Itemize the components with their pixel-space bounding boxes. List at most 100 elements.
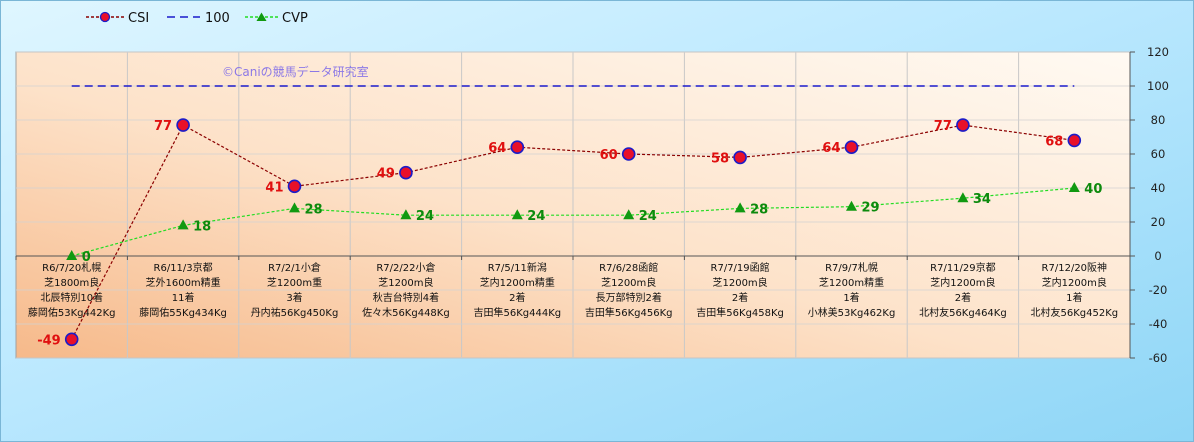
x-category-label: 芝1200m良 xyxy=(712,276,767,289)
csi-data-label: -49 xyxy=(37,333,61,348)
legend-cvp-label: CVP xyxy=(282,11,308,26)
cvp-data-label: 34 xyxy=(973,192,991,207)
csi-point xyxy=(64,332,79,347)
csi-data-label: 58 xyxy=(711,151,729,166)
cvp-point xyxy=(846,200,857,211)
watermark: ©Caniの競馬データ研究室 xyxy=(222,64,369,79)
cvp-data-label: 40 xyxy=(1084,182,1102,197)
y-tick-label: -20 xyxy=(1149,283,1168,297)
csi-point xyxy=(733,150,747,165)
cvp-data-label: 29 xyxy=(862,201,880,216)
cvp-point xyxy=(66,250,78,260)
x-category-label: R7/2/1小倉 xyxy=(268,261,321,274)
x-category-label: 芝外1600m精重 xyxy=(145,276,220,289)
csi-data-label: 60 xyxy=(600,148,618,163)
csi-point xyxy=(956,118,970,132)
y-axis: -60 -40 -20 0 20 40 60 80 100 120 xyxy=(1129,45,1169,365)
y-tick-label: 120 xyxy=(1147,45,1169,59)
x-category-label: R7/7/19函館 xyxy=(711,261,770,274)
cvp-point xyxy=(400,209,412,220)
x-category-label: 芝1200m良 xyxy=(601,276,656,289)
csi-data-label: 77 xyxy=(934,119,952,134)
csi-data-label: 68 xyxy=(1045,134,1063,149)
legend-csi-marker xyxy=(99,11,111,23)
x-category-label: 北村友56Kg464Kg xyxy=(919,306,1007,319)
x-category-label: 秋吉台特別4着 xyxy=(373,291,439,304)
csi-data-label: 77 xyxy=(154,119,172,134)
csi-point xyxy=(399,165,413,180)
x-category-label: 芝1800m良 xyxy=(44,276,99,289)
x-category-label: 1着 xyxy=(1066,291,1082,304)
x-category-label: 芝内1200m良 xyxy=(1042,276,1107,289)
x-category-label: R6/7/20札幌 xyxy=(42,261,101,274)
csi-data-label: 49 xyxy=(377,167,395,182)
x-category-label: 吉田隼56Kg456Kg xyxy=(585,306,673,319)
x-category-label: 小林美53Kg462Kg xyxy=(808,306,896,319)
x-category-label: 3着 xyxy=(286,291,302,304)
series-csi-line xyxy=(71,124,1075,340)
x-category-label: 芝1200m重 xyxy=(267,276,322,289)
x-category-label: 芝内1200m良 xyxy=(930,276,995,289)
cvp-point xyxy=(177,219,189,230)
cvp-data-label: 28 xyxy=(750,202,768,217)
cvp-point xyxy=(623,209,635,220)
csi-point xyxy=(510,140,525,154)
x-category-label: 藤岡佑55Kg434Kg xyxy=(139,306,227,319)
cvp-data-label: 24 xyxy=(416,209,434,224)
x-category-label: 丹内祐56Kg450Kg xyxy=(251,306,339,319)
series: 0 18 28 24 24 24 28 29 34 40 -49 77 41 49 64 60 58 64 77 68 xyxy=(37,85,1102,348)
csi-data-label: 64 xyxy=(488,141,506,156)
y-tick-label: 80 xyxy=(1151,113,1166,127)
x-category-label: 北村友56Kg452Kg xyxy=(1030,306,1118,319)
x-category-label: 長万部特別2着 xyxy=(596,291,662,304)
cvp-data-label: 28 xyxy=(305,202,323,217)
y-tick-label: 40 xyxy=(1151,181,1166,195)
x-category-label: 2着 xyxy=(955,291,971,304)
x-category-label: 11着 xyxy=(172,291,195,304)
legend-csi-label: CSI xyxy=(128,11,149,26)
series-cvp-line xyxy=(71,187,1075,257)
x-category-label: 北辰特別10着 xyxy=(40,291,103,304)
x-category-label: R7/9/7札幌 xyxy=(825,261,878,274)
y-tick-label: -40 xyxy=(1149,317,1168,331)
cvp-point xyxy=(734,202,746,213)
x-category-label: R7/6/28函館 xyxy=(599,261,658,274)
x-category-label: 佐々木56Kg448Kg xyxy=(362,307,450,319)
csi-data-label: 41 xyxy=(265,180,283,195)
cvp-point xyxy=(1068,182,1080,192)
x-category-label: 1着 xyxy=(843,291,859,304)
y-tick-label: 20 xyxy=(1151,215,1166,229)
csi-point xyxy=(287,179,302,194)
legend-cvp-marker xyxy=(256,12,267,21)
x-category-label: 藤岡佑53Kg442Kg xyxy=(28,306,116,319)
y-tick-label: -60 xyxy=(1149,351,1168,365)
cvp-point xyxy=(957,192,969,203)
csi-point xyxy=(844,140,859,154)
csi-point xyxy=(1067,133,1082,148)
x-category-label: R7/5/11新潟 xyxy=(488,261,547,274)
x-category-label: 吉田隼56Kg444Kg xyxy=(473,306,561,319)
cvp-data-label: 0 xyxy=(82,250,91,265)
legend-ref-label: 100 xyxy=(205,11,230,26)
legend: CSI 100 CVP xyxy=(86,11,308,26)
cvp-point xyxy=(511,209,523,220)
y-tick-label: 100 xyxy=(1147,79,1169,93)
y-tick-label: 60 xyxy=(1151,147,1166,161)
x-category-label: 2着 xyxy=(509,291,525,304)
x-category-label: R7/12/20阪神 xyxy=(1042,261,1108,274)
csi-point xyxy=(621,147,636,161)
x-category-label: R6/11/3京都 xyxy=(154,261,213,274)
cvp-data-label: 18 xyxy=(193,219,211,234)
x-category-label: 芝1200m精重 xyxy=(819,276,884,289)
x-category-label: 芝1200m良 xyxy=(378,276,433,289)
y-tick-label: 0 xyxy=(1154,249,1161,263)
cvp-data-label: 24 xyxy=(527,209,545,224)
cvp-point xyxy=(289,202,300,213)
x-category-label: 吉田隼56Kg458Kg xyxy=(696,306,784,319)
x-category-label: R7/11/29京都 xyxy=(930,261,996,274)
x-category-label: R7/2/22小倉 xyxy=(376,261,435,274)
x-category-label: 2着 xyxy=(732,291,748,304)
csi-data-label: 64 xyxy=(822,141,840,156)
